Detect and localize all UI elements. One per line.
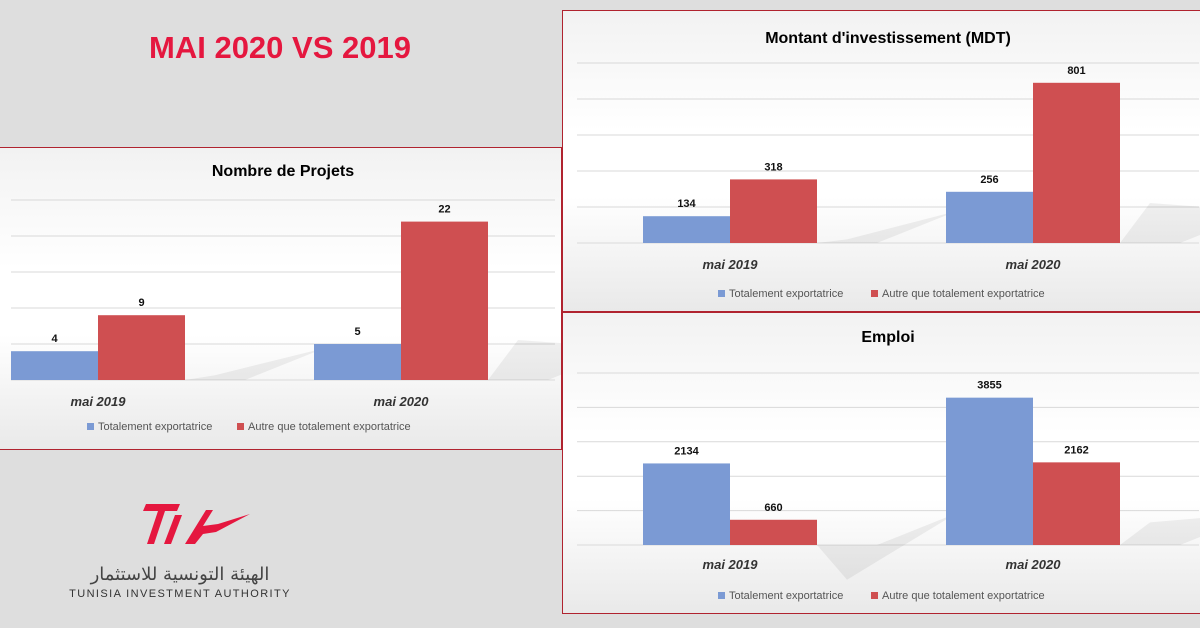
chart-title: Nombre de Projets bbox=[212, 163, 354, 180]
legend-label: Autre que totalement exportatrice bbox=[882, 590, 1045, 602]
chart-emploi: Emploi 2134 660 mai 2019 3855 2162 mai 2020 Tot… bbox=[577, 329, 1200, 602]
bar bbox=[730, 519, 817, 545]
legend-label: Autre que totalement exportatrice bbox=[248, 421, 411, 433]
chart-panel-emploi: Emploi 2134 660 mai 2019 3855 2162 mai 2020 Tot… bbox=[562, 312, 1200, 614]
bar bbox=[946, 397, 1033, 545]
tia-logo: الهيئة التونسية للاستثمار TUNISIA INVEST… bbox=[60, 498, 300, 608]
bar-shadow bbox=[817, 211, 957, 243]
legend-swatch bbox=[718, 290, 725, 297]
bar-value-label: 801 bbox=[1067, 65, 1085, 77]
legend-label: Totalement exportatrice bbox=[98, 421, 212, 433]
chart-panel-nombre-projets: Nombre de Projets 4 9 mai 2019 5 22 mai 2020 To… bbox=[0, 147, 562, 450]
bar bbox=[98, 315, 185, 380]
logo-arabic-name: الهيئة التونسية للاستثمار bbox=[90, 564, 270, 585]
bar bbox=[401, 221, 488, 380]
bar-shadow bbox=[488, 340, 561, 380]
legend-swatch bbox=[718, 592, 725, 599]
bar bbox=[1033, 82, 1120, 243]
bar-value-label: 2134 bbox=[674, 445, 699, 457]
tia-logo-mark bbox=[143, 504, 250, 544]
bar-value-label: 22 bbox=[438, 204, 450, 216]
legend-label: Totalement exportatrice bbox=[729, 288, 843, 300]
bar-value-label: 318 bbox=[764, 161, 782, 173]
page-headline: MAI 2020 VS 2019 bbox=[149, 30, 411, 65]
chart-title: Montant d'investissement (MDT) bbox=[765, 30, 1011, 47]
bar-value-label: 134 bbox=[677, 198, 696, 210]
category-label: mai 2020 bbox=[1006, 557, 1062, 572]
category-label: mai 2020 bbox=[374, 394, 430, 409]
bar bbox=[314, 344, 401, 380]
chart-title: Emploi bbox=[861, 329, 914, 346]
category-label: mai 2019 bbox=[703, 257, 759, 272]
bar bbox=[643, 216, 730, 243]
logo-english-name: TUNISIA INVESTMENT AUTHORITY bbox=[69, 588, 291, 600]
legend-label: Totalement exportatrice bbox=[729, 590, 843, 602]
bar-value-label: 9 bbox=[138, 297, 144, 309]
bar-shadow bbox=[817, 513, 957, 580]
bar bbox=[643, 463, 730, 545]
legend-swatch bbox=[87, 423, 94, 430]
bar bbox=[946, 191, 1033, 243]
category-label: mai 2020 bbox=[1006, 257, 1062, 272]
bar-shadow bbox=[185, 348, 325, 380]
category-label: mai 2019 bbox=[71, 394, 127, 409]
bar bbox=[11, 351, 98, 380]
bar-value-label: 4 bbox=[51, 333, 58, 345]
bar-value-label: 3855 bbox=[977, 380, 1001, 392]
legend-swatch bbox=[871, 290, 878, 297]
category-label: mai 2019 bbox=[703, 557, 759, 572]
chart-montant-investissement: Montant d'investissement (MDT) 134 318 mai … bbox=[577, 30, 1200, 300]
chart-panel-montant-investissement: Montant d'investissement (MDT) 134 318 mai … bbox=[562, 10, 1200, 312]
bar bbox=[1033, 462, 1120, 545]
bar-shadow bbox=[1120, 203, 1200, 243]
bar-value-label: 256 bbox=[980, 174, 998, 186]
bar-value-label: 2162 bbox=[1064, 444, 1088, 456]
chart-nombre-projets: Nombre de Projets 4 9 mai 2019 5 22 mai 2020 To… bbox=[11, 163, 561, 433]
legend-swatch bbox=[871, 592, 878, 599]
legend-swatch bbox=[237, 423, 244, 430]
bar-shadow bbox=[1120, 518, 1200, 545]
bar bbox=[730, 179, 817, 243]
legend-label: Autre que totalement exportatrice bbox=[882, 288, 1045, 300]
bar-value-label: 660 bbox=[764, 502, 782, 514]
bar-value-label: 5 bbox=[354, 326, 360, 338]
